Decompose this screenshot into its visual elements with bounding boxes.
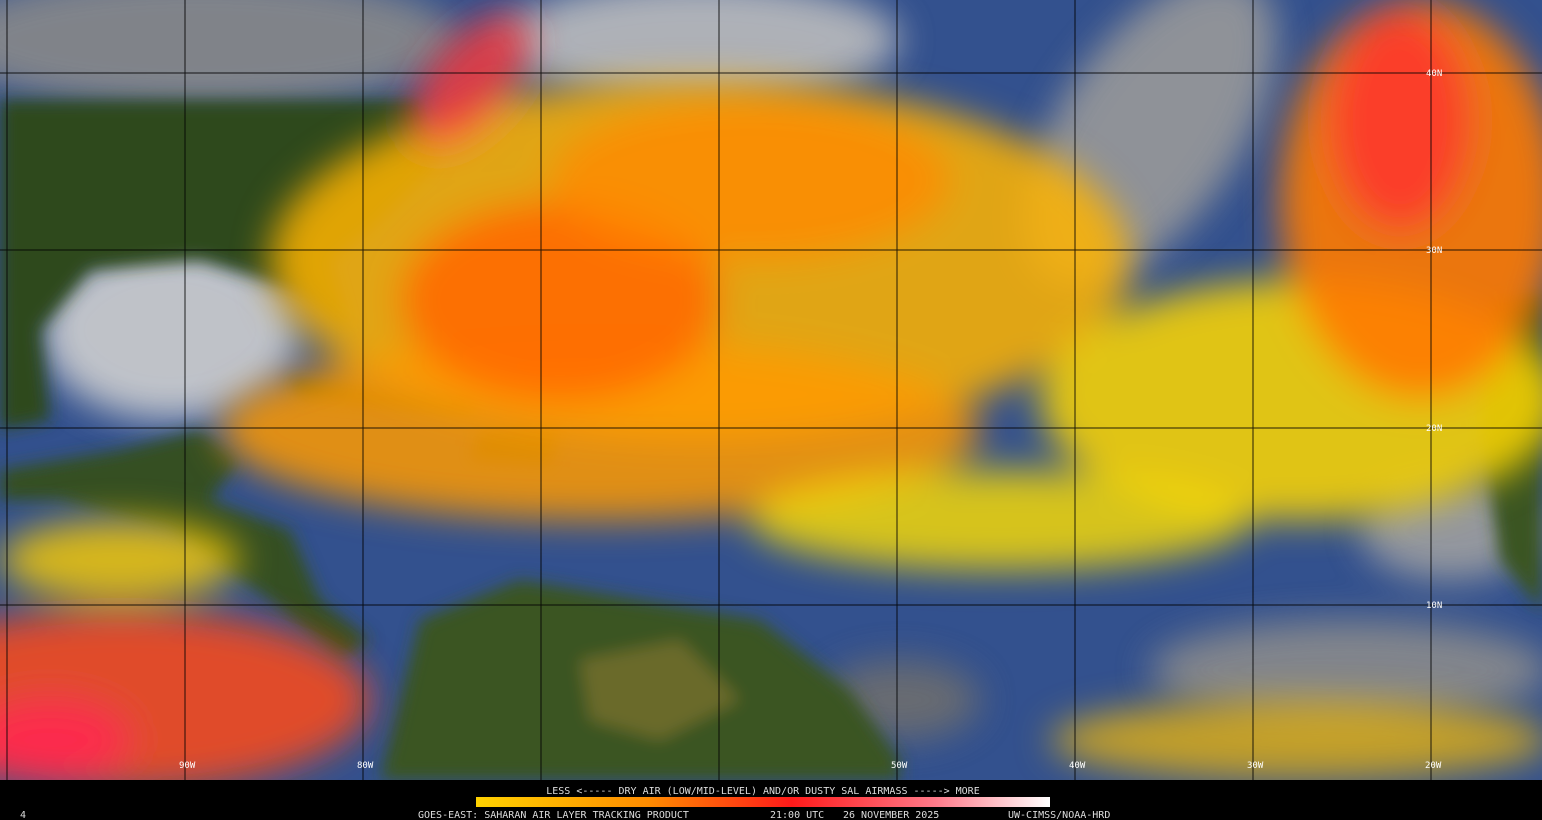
lon-label: 20W xyxy=(1425,761,1442,771)
credit: UW-CIMSS/NOAA-HRD xyxy=(1008,810,1110,820)
time: 21:00 UTC xyxy=(770,810,824,820)
product-name: GOES-EAST: SAHARAN AIR LAYER TRACKING PR… xyxy=(418,810,689,820)
lat-label: 40N xyxy=(1426,69,1442,79)
lon-label: 40W xyxy=(1069,761,1086,771)
lon-label: 90W xyxy=(179,761,196,771)
lat-label: 20N xyxy=(1426,424,1442,434)
lon-label: 50W xyxy=(891,761,908,771)
color-bar xyxy=(476,797,1050,807)
lat-label: 30N xyxy=(1426,246,1442,256)
frame-number: 4 xyxy=(20,810,26,820)
legend-text: LESS <----- DRY AIR (LOW/MID-LEVEL) AND/… xyxy=(546,786,979,797)
lat-label: 10N xyxy=(1426,601,1442,611)
graticule xyxy=(0,0,1542,780)
date: 26 NOVEMBER 2025 xyxy=(843,810,939,820)
lon-label: 30W xyxy=(1247,761,1264,771)
imagery xyxy=(0,0,1542,780)
lon-label: 80W xyxy=(357,761,374,771)
